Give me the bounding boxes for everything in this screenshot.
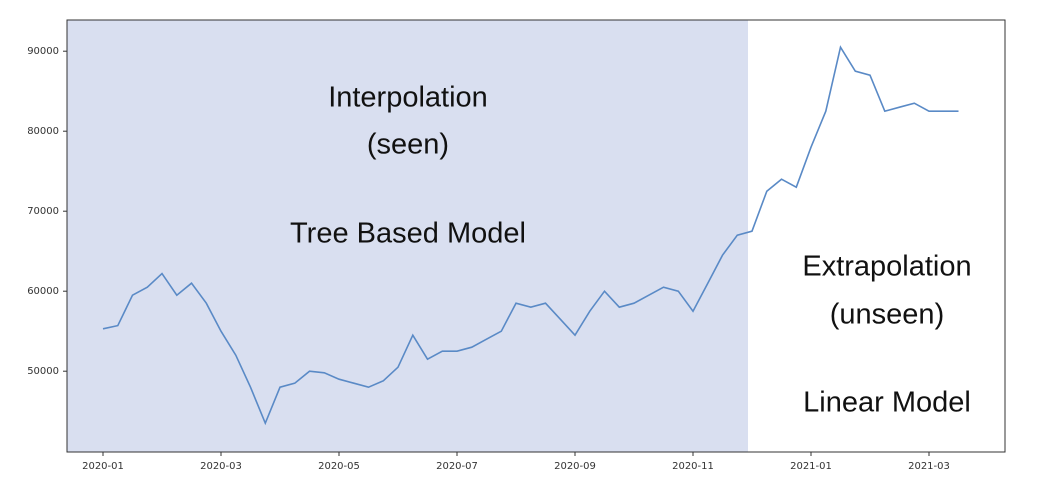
- y-tick-label: 80000: [27, 126, 59, 137]
- x-tick-label: 2020-01: [82, 461, 124, 472]
- y-tick-label: 50000: [27, 366, 59, 377]
- plot-frame: [66, 19, 1006, 453]
- y-tick-label: 60000: [27, 286, 59, 297]
- interpolation-region: [67, 20, 748, 452]
- line: [102, 45, 959, 426]
- x-tick-label: 2020-11: [672, 461, 714, 472]
- annotation: (unseen): [830, 299, 944, 331]
- x-tick-label: 2020-05: [318, 461, 360, 472]
- annotation: Tree Based Model: [290, 218, 526, 250]
- annotation: Linear Model: [803, 387, 971, 419]
- annotation: (seen): [367, 129, 449, 161]
- y-tick-label: 90000: [27, 46, 59, 57]
- x-tick-label: 2020-09: [554, 461, 596, 472]
- x-tick-label: 2021-03: [908, 461, 950, 472]
- x-tick-label: 2021-01: [790, 461, 832, 472]
- x-tick-label: 2020-07: [436, 461, 478, 472]
- x-tick-label: 2020-03: [200, 461, 242, 472]
- annotation: Interpolation: [328, 82, 488, 114]
- annotation: Extrapolation: [802, 251, 971, 283]
- y-tick-label: 70000: [27, 206, 59, 217]
